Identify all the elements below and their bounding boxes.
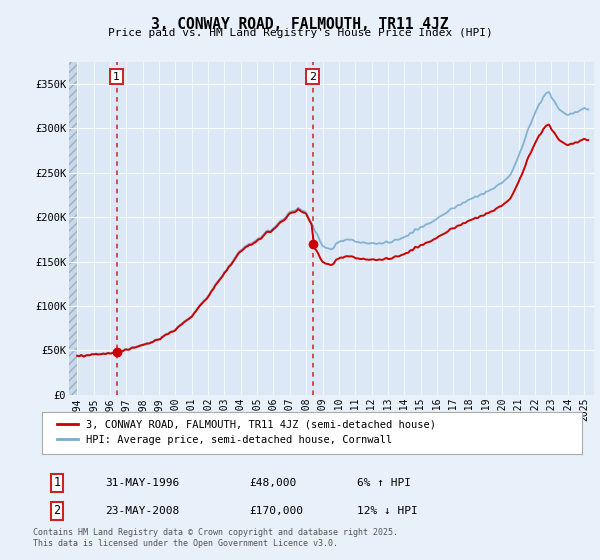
- Legend: 3, CONWAY ROAD, FALMOUTH, TR11 4JZ (semi-detached house), HPI: Average price, se: 3, CONWAY ROAD, FALMOUTH, TR11 4JZ (semi…: [53, 416, 440, 450]
- Text: 2: 2: [53, 504, 61, 517]
- Text: 23-MAY-2008: 23-MAY-2008: [105, 506, 179, 516]
- Text: 31-MAY-1996: 31-MAY-1996: [105, 478, 179, 488]
- Text: £48,000: £48,000: [249, 478, 296, 488]
- Text: 2: 2: [309, 72, 316, 82]
- Text: 6% ↑ HPI: 6% ↑ HPI: [357, 478, 411, 488]
- Bar: [69, 62, 77, 395]
- Text: 12% ↓ HPI: 12% ↓ HPI: [357, 506, 418, 516]
- Text: Price paid vs. HM Land Registry's House Price Index (HPI): Price paid vs. HM Land Registry's House …: [107, 28, 493, 38]
- Text: £170,000: £170,000: [249, 506, 303, 516]
- Text: 1: 1: [113, 72, 120, 82]
- Text: Contains HM Land Registry data © Crown copyright and database right 2025.
This d: Contains HM Land Registry data © Crown c…: [33, 528, 398, 548]
- Text: 3, CONWAY ROAD, FALMOUTH, TR11 4JZ: 3, CONWAY ROAD, FALMOUTH, TR11 4JZ: [151, 17, 449, 32]
- Text: 1: 1: [53, 476, 61, 489]
